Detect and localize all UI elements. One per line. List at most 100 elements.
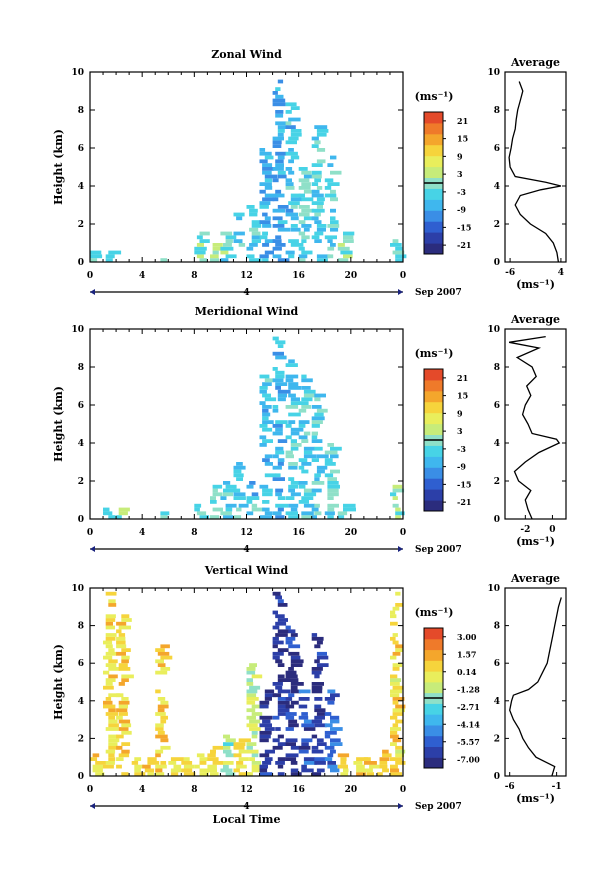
heatmap-cell bbox=[105, 621, 113, 626]
heatmap-cell bbox=[395, 591, 401, 596]
heatmap-cell bbox=[327, 492, 339, 497]
heatmap-cell bbox=[343, 768, 349, 773]
colorbar-segment bbox=[424, 445, 443, 457]
heatmap-cell bbox=[392, 488, 405, 493]
heatmap-cell bbox=[311, 719, 323, 724]
heatmap-cell bbox=[118, 625, 131, 630]
heatmap-cell bbox=[249, 727, 261, 731]
y-tick-label: 10 bbox=[71, 584, 84, 594]
heatmap-cell bbox=[327, 254, 334, 259]
average-y-tick-label: 4 bbox=[494, 697, 500, 707]
heatmap-cell bbox=[223, 742, 236, 746]
heatmap-cell bbox=[251, 674, 263, 679]
heatmap-cell bbox=[390, 621, 398, 626]
heatmap-cell bbox=[382, 768, 389, 773]
heatmap-cell bbox=[105, 614, 116, 619]
heatmap-cell bbox=[330, 715, 340, 720]
heatmap-cell bbox=[199, 515, 210, 519]
heatmap-cell bbox=[314, 140, 321, 145]
heatmap-cell bbox=[220, 511, 232, 516]
x-tick-label: 20 bbox=[345, 785, 358, 795]
heatmap-cell bbox=[157, 697, 166, 701]
heatmap-cell bbox=[290, 685, 298, 690]
heatmap-cell bbox=[259, 374, 270, 379]
heatmap-cell bbox=[330, 197, 338, 202]
heatmap-cell bbox=[147, 757, 157, 761]
heatmap-cell bbox=[108, 674, 118, 679]
heatmap-cell bbox=[290, 427, 304, 432]
heatmap-cell bbox=[324, 186, 332, 190]
heatmap-cell bbox=[272, 465, 282, 470]
average-frame bbox=[504, 71, 567, 263]
heatmap-cell bbox=[303, 393, 316, 398]
heatmap-cell bbox=[298, 193, 305, 198]
heatmap-cell bbox=[285, 712, 297, 716]
heatmap-cell bbox=[303, 450, 313, 455]
heatmap-cell bbox=[285, 125, 296, 129]
average-y-tick-label: 4 bbox=[494, 439, 500, 449]
heatmap-cell bbox=[343, 239, 354, 243]
heatmap-cell bbox=[298, 481, 308, 485]
heatmap-cell bbox=[223, 761, 234, 765]
heatmap-cell bbox=[395, 749, 406, 754]
heatmap-cell bbox=[277, 393, 287, 398]
heatmap-cell bbox=[160, 258, 168, 262]
x-tick-label: 0 bbox=[87, 528, 93, 538]
heatmap-cell bbox=[311, 515, 317, 519]
x-tick-label: 0 bbox=[400, 528, 406, 538]
average-y-tick-label: 8 bbox=[494, 363, 500, 373]
heatmap-cell bbox=[272, 640, 284, 645]
heatmap-cell bbox=[288, 420, 296, 424]
heatmap-cell bbox=[327, 477, 337, 481]
heatmap-cell bbox=[288, 719, 298, 724]
heatmap-cell bbox=[314, 220, 322, 224]
heatmap-cell bbox=[369, 764, 381, 769]
heatmap-cell bbox=[272, 745, 283, 750]
heatmap-cell bbox=[379, 764, 388, 769]
heatmap-cell bbox=[303, 492, 317, 497]
heatmap-cell bbox=[108, 599, 116, 604]
y-tick-label: 6 bbox=[78, 401, 84, 411]
heatmap-cell bbox=[288, 477, 295, 481]
heatmap-cell bbox=[288, 644, 301, 649]
heatmap-cell bbox=[330, 727, 343, 731]
heatmap-cell bbox=[220, 231, 233, 236]
heatmap-cell bbox=[249, 757, 255, 761]
heatmap-cell bbox=[199, 772, 209, 776]
heatmap-cell bbox=[272, 625, 280, 630]
colorbar-segment bbox=[424, 232, 443, 244]
heatmap-cell bbox=[259, 424, 268, 428]
heatmap-cell bbox=[160, 715, 168, 720]
colorbar-segment bbox=[424, 638, 443, 651]
heatmap-cell bbox=[264, 697, 272, 701]
heatmap-cell bbox=[392, 685, 404, 690]
heatmap-cell bbox=[225, 772, 236, 776]
x-tick-label: 4 bbox=[139, 528, 145, 538]
heatmap-cell bbox=[298, 749, 309, 754]
heatmap-cell bbox=[157, 708, 165, 713]
heatmap-cell bbox=[285, 678, 299, 682]
heatmap-cell bbox=[298, 458, 308, 462]
heatmap-cell bbox=[157, 651, 170, 656]
heatmap-cell bbox=[134, 757, 142, 761]
heatmap-cell bbox=[246, 772, 253, 776]
heatmap-cell bbox=[181, 768, 193, 773]
heatmap-cell bbox=[288, 693, 295, 698]
heatmap-cell bbox=[121, 678, 129, 682]
heatmap-cell bbox=[298, 258, 306, 262]
heatmap-cell bbox=[118, 753, 130, 758]
heatmap-cell bbox=[275, 94, 284, 99]
heatmap-cell bbox=[116, 708, 128, 713]
heatmap-cell bbox=[314, 477, 320, 481]
heatmap-cell bbox=[160, 667, 171, 671]
heatmap-cell bbox=[275, 633, 288, 637]
heatmap-cell bbox=[330, 155, 337, 160]
heatmap-cell bbox=[275, 189, 282, 194]
heatmap-cell bbox=[311, 416, 325, 421]
heatmap-cell bbox=[390, 742, 397, 746]
average-y-tick-label: 10 bbox=[487, 325, 500, 335]
heatmap-cell bbox=[314, 178, 321, 183]
colorbar-tick-label: -1.28 bbox=[457, 684, 480, 694]
x-tick-label: 8 bbox=[191, 528, 197, 538]
heatmap-cell bbox=[392, 708, 405, 713]
